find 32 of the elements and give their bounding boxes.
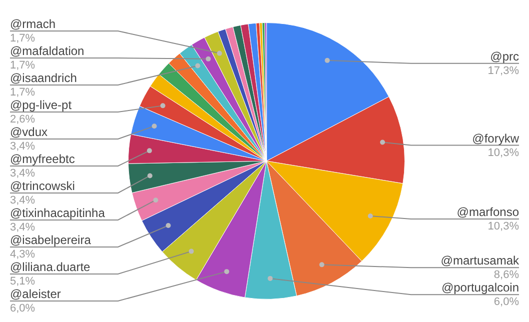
data-label: 1,7% bbox=[10, 86, 36, 99]
slice-label: @aleister bbox=[10, 287, 61, 301]
data-label: 6,0% bbox=[494, 296, 520, 308]
slice-label: @isabelpereira bbox=[10, 233, 92, 247]
data-label: 2,6% bbox=[10, 114, 36, 126]
slice-label: @prc bbox=[490, 49, 519, 64]
slice-label: @forykw bbox=[472, 131, 520, 146]
slice-label: @mafaldation bbox=[10, 44, 84, 58]
slice-label: @trincowski bbox=[10, 179, 75, 193]
slice-label: @rmach bbox=[10, 17, 56, 31]
slice-label: @tixinhacapitinha bbox=[10, 206, 106, 220]
slice-label: @vdux bbox=[10, 125, 48, 139]
data-label: 3,4% bbox=[10, 168, 36, 180]
slice-label: @portugalcoin bbox=[441, 280, 519, 295]
slice-label: @liliana.duarte bbox=[10, 260, 91, 274]
data-label: 10,3% bbox=[488, 220, 520, 233]
slice-label: @marfonso bbox=[456, 204, 520, 219]
data-label: 8,6% bbox=[494, 269, 520, 282]
slice-label: @pg-live-pt bbox=[10, 98, 72, 112]
data-label: 5,1% bbox=[10, 276, 36, 288]
slice-label: @myfreebtc bbox=[10, 152, 75, 166]
data-label: 10,3% bbox=[488, 146, 520, 159]
data-label: 4,3% bbox=[10, 248, 36, 261]
data-label: 3,4% bbox=[10, 194, 36, 207]
data-label: 3,4% bbox=[10, 222, 36, 234]
data-label: 1,7% bbox=[10, 32, 36, 45]
slice-label: @martusamak bbox=[440, 254, 520, 268]
data-label: 1,7% bbox=[10, 60, 36, 72]
data-label: 3,4% bbox=[10, 140, 36, 153]
slice-label: @isaandrich bbox=[10, 71, 77, 85]
data-label: 6,0% bbox=[10, 302, 36, 315]
data-label: 17,3% bbox=[488, 64, 520, 77]
